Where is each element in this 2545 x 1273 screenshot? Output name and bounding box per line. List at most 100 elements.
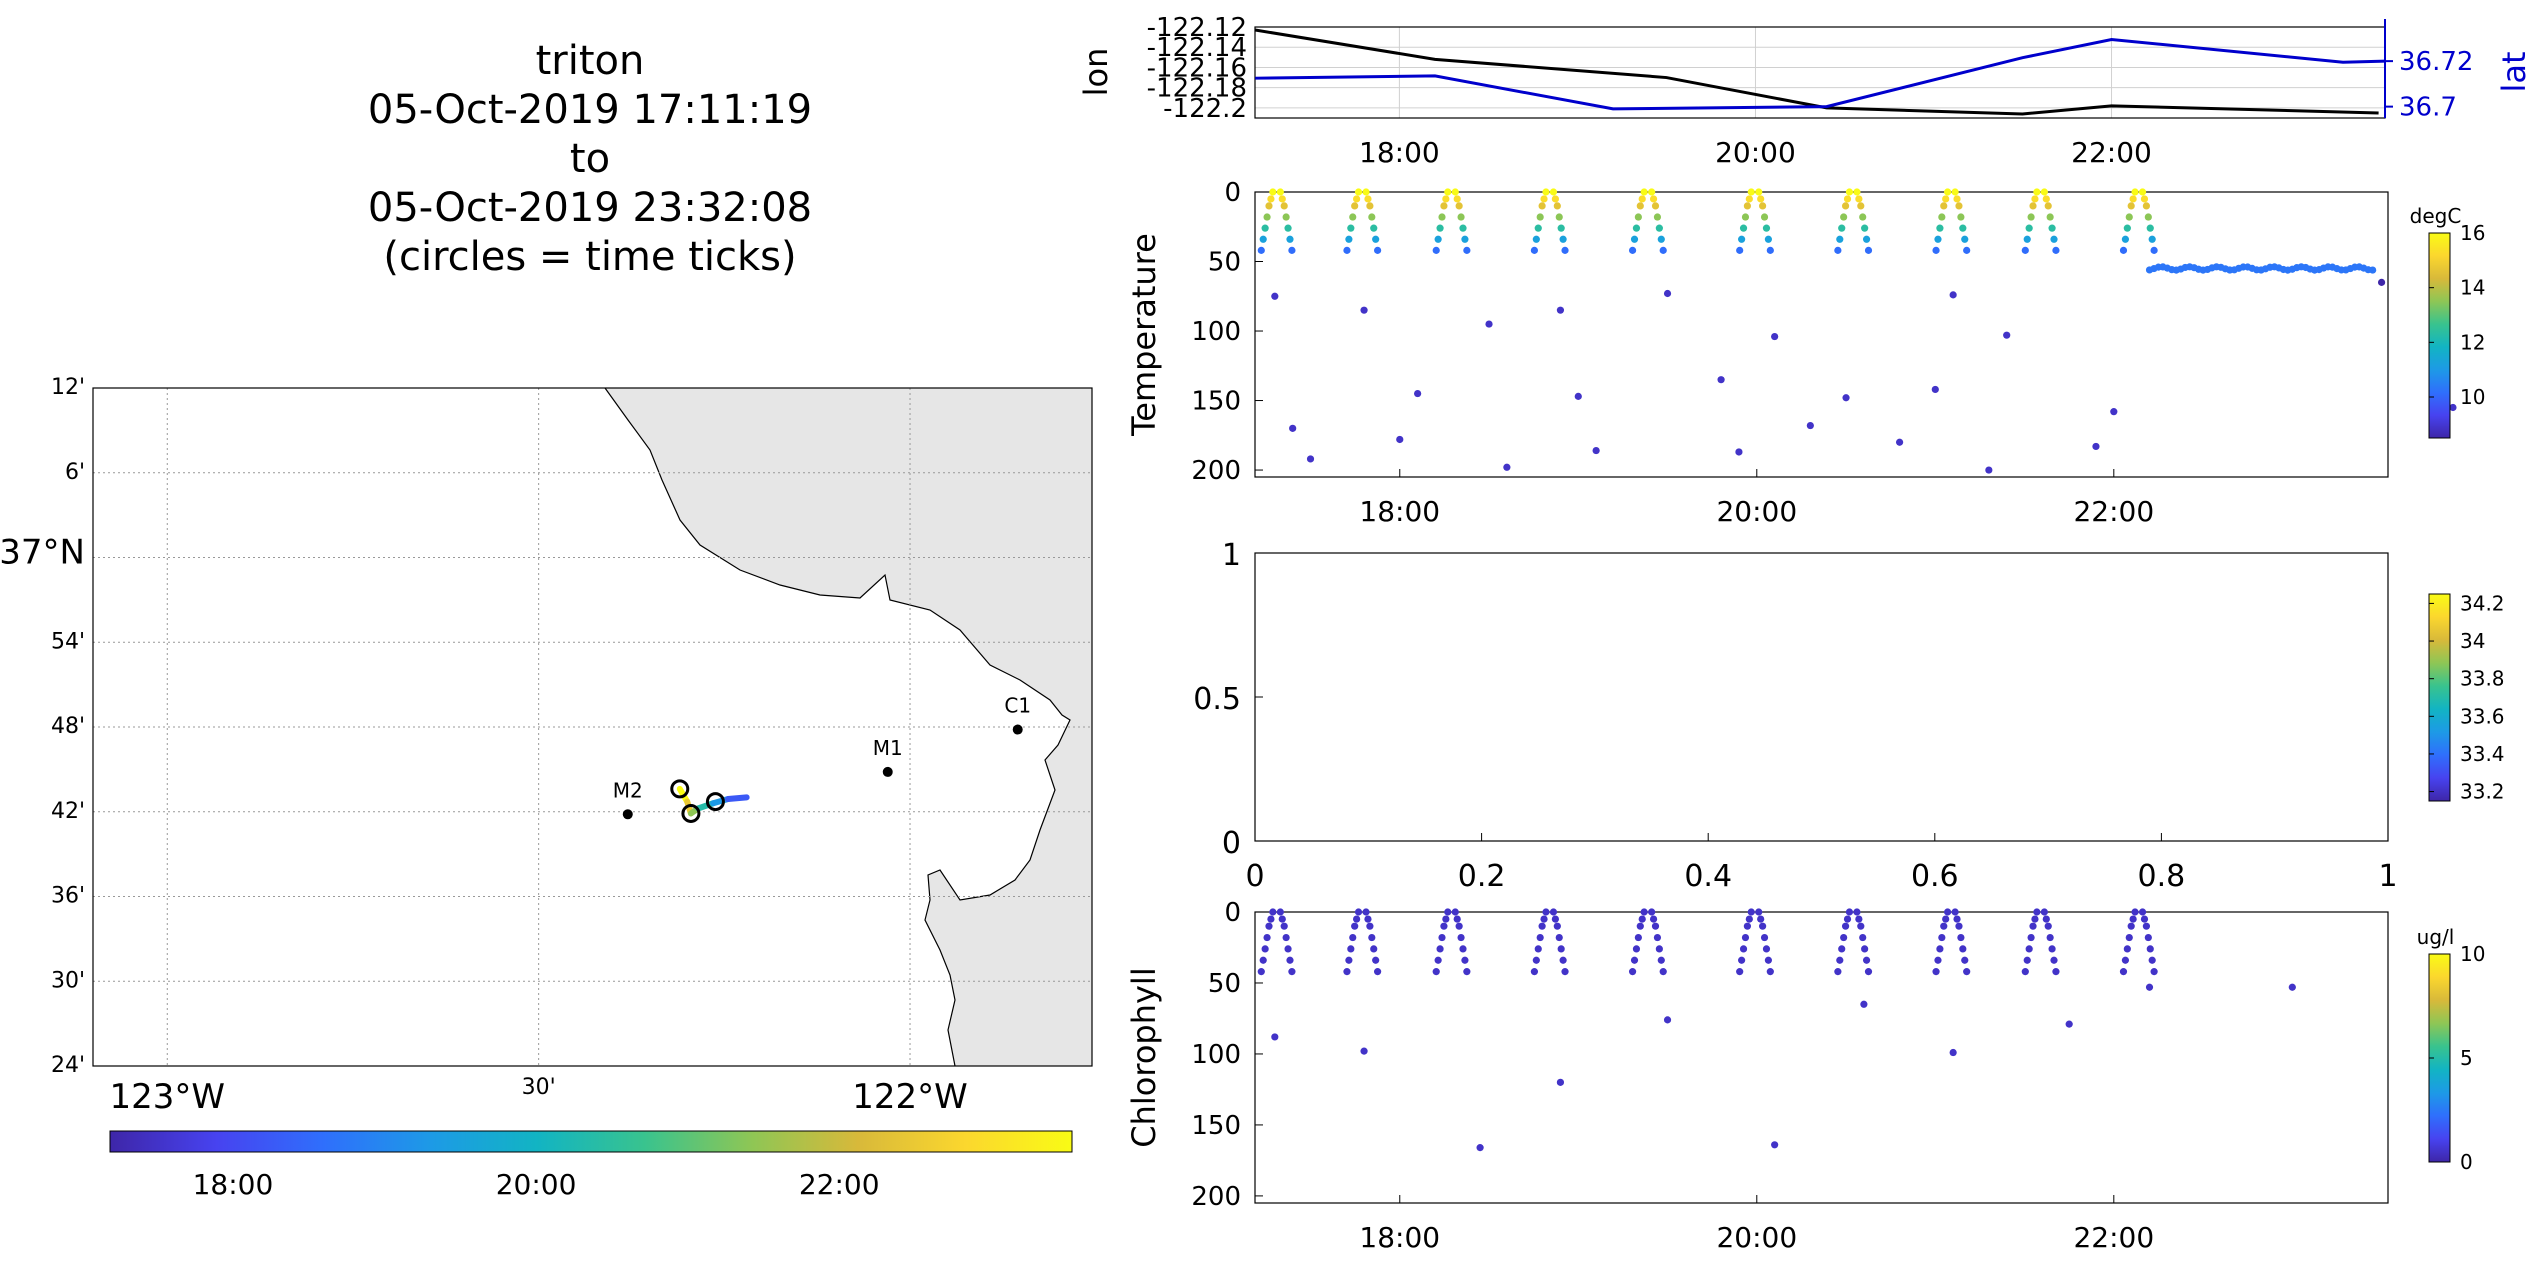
temperature-point bbox=[2121, 235, 2130, 243]
temperature-point bbox=[2150, 246, 2158, 254]
salinity-frame bbox=[1254, 552, 2389, 842]
chlorophyll-point bbox=[1843, 915, 1852, 923]
chlorophyll-point bbox=[2050, 956, 2058, 964]
chlorophyll-point bbox=[1362, 908, 1370, 916]
chlorophyll-point bbox=[1455, 922, 1463, 930]
chlorophyll-point bbox=[1288, 968, 1296, 976]
temperature-point bbox=[1936, 224, 1944, 232]
temperature-point bbox=[1949, 291, 1957, 299]
temperature-point bbox=[1853, 188, 1861, 196]
map-frame bbox=[92, 387, 1093, 1067]
temperature-x-tick: 22:00 bbox=[2073, 495, 2154, 528]
chlorophyll-point bbox=[1764, 956, 1772, 964]
salinity-colorbar-tick: 33.6 bbox=[2460, 704, 2505, 728]
chlorophyll-point bbox=[2119, 968, 2128, 976]
temperature-point bbox=[1762, 224, 1771, 232]
chlorophyll-point bbox=[1370, 945, 1378, 953]
chlorophyll-point bbox=[1959, 945, 1967, 953]
map-lon-tick: 30' bbox=[522, 1075, 556, 1100]
temperature-point bbox=[1653, 213, 1662, 221]
temperature-point bbox=[1957, 213, 1965, 221]
temperature-point bbox=[1485, 320, 1493, 328]
temperature-point bbox=[2033, 188, 2041, 196]
salinity-y-tick: 0 bbox=[1222, 826, 1241, 861]
chlorophyll-point bbox=[2029, 922, 2037, 930]
chlorophyll-point bbox=[1840, 933, 1848, 942]
temperature-point bbox=[1463, 246, 1471, 254]
chlorophyll-point bbox=[1459, 945, 1467, 953]
salinity-x-tick: 0.4 bbox=[1684, 859, 1732, 894]
chlorophyll-x-tick: 18:00 bbox=[1359, 1221, 1440, 1254]
temperature-point bbox=[1760, 213, 1769, 221]
chlorophyll-point bbox=[1857, 922, 1865, 930]
chlorophyll-y-tick: 100 bbox=[1191, 1040, 1241, 1070]
temperature-point bbox=[1630, 235, 1639, 243]
temperature-point bbox=[1561, 246, 1569, 254]
chlorophyll-point bbox=[1451, 908, 1459, 916]
temperature-point bbox=[1634, 213, 1642, 221]
chlorophyll-point bbox=[1559, 956, 1567, 964]
map-lat-tick: 42' bbox=[51, 799, 85, 824]
temperature-point bbox=[1651, 202, 1660, 210]
temperature-point bbox=[1764, 235, 1772, 243]
temperature-point bbox=[1959, 224, 1967, 232]
temperature-point bbox=[1366, 202, 1374, 210]
temperature-point bbox=[1663, 289, 1672, 298]
temperature-point bbox=[1364, 195, 1372, 203]
chlorophyll-point bbox=[1855, 915, 1863, 923]
temperature-point bbox=[1953, 195, 1961, 203]
temperature-point bbox=[1353, 195, 1361, 203]
chlorophyll-point bbox=[1663, 1016, 1672, 1024]
map-colorbar-tick: 18:00 bbox=[193, 1168, 274, 1201]
temperature-point bbox=[1640, 188, 1648, 196]
chlorophyll-point bbox=[1561, 968, 1569, 976]
temperature-point bbox=[1442, 195, 1450, 203]
temperature-colorbar-tick: 10 bbox=[2460, 385, 2485, 409]
chlorophyll-point bbox=[1859, 933, 1867, 942]
temperature-point bbox=[1269, 188, 1277, 196]
chlorophyll-point bbox=[1755, 908, 1763, 916]
chlorophyll-point bbox=[1757, 915, 1765, 923]
chlorophyll-colorbar-tick: 0 bbox=[2460, 1150, 2473, 1174]
chlorophyll-point bbox=[1762, 945, 1771, 953]
temperature-point bbox=[1459, 224, 1467, 232]
temperature-point bbox=[2052, 246, 2060, 254]
map-lat-tick: 36' bbox=[51, 884, 85, 909]
chlorophyll-point bbox=[1271, 1033, 1279, 1041]
chlorophyll-point bbox=[1845, 908, 1854, 916]
chlorophyll-point bbox=[1942, 915, 1950, 923]
temperature-point bbox=[1553, 202, 1561, 210]
chlorophyll-point bbox=[1442, 915, 1450, 923]
chlorophyll-point bbox=[1553, 922, 1561, 930]
title-start: 05-Oct-2019 17:11:19 bbox=[367, 87, 813, 133]
chlorophyll-point bbox=[1261, 945, 1269, 953]
chlorophyll-point bbox=[2125, 933, 2133, 942]
temperature-point bbox=[2027, 213, 2035, 221]
temperature-point bbox=[1745, 195, 1753, 203]
temperature-point bbox=[1414, 389, 1422, 398]
chlorophyll-point bbox=[1269, 908, 1277, 916]
salinity-x-tick: 0.8 bbox=[2138, 859, 2186, 894]
chlorophyll-point bbox=[1747, 908, 1755, 916]
temperature-point bbox=[1538, 202, 1546, 210]
temperature-point bbox=[1542, 188, 1550, 196]
chlorophyll-point bbox=[2021, 968, 2029, 976]
temperature-point bbox=[2025, 224, 2033, 232]
chlorophyll-point bbox=[1741, 933, 1750, 942]
chlorophyll-point bbox=[1434, 956, 1442, 964]
temperature-point bbox=[1840, 213, 1848, 221]
temperature-point bbox=[1549, 188, 1558, 196]
map-colorbar-tick: 20:00 bbox=[496, 1168, 577, 1201]
temperature-point bbox=[2048, 224, 2056, 232]
chlorophyll-point bbox=[1453, 915, 1461, 923]
chlorophyll-point bbox=[1347, 945, 1355, 953]
temperature-point bbox=[2148, 235, 2156, 243]
station-marker bbox=[622, 809, 633, 820]
chlorophyll-point bbox=[1457, 933, 1465, 942]
chlorophyll-point bbox=[1436, 945, 1444, 953]
chlorophyll-point bbox=[1280, 922, 1288, 930]
chlorophyll-colorbar-label: ug/l bbox=[2417, 925, 2455, 949]
title-note: (circles = time ticks) bbox=[383, 234, 797, 280]
map-colorbar bbox=[109, 1130, 1073, 1153]
